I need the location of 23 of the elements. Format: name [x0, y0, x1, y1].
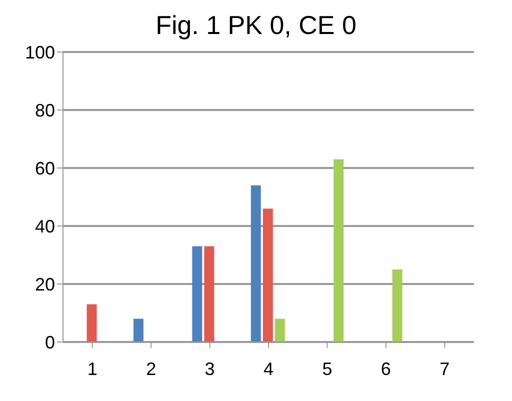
- x-tick-label: 4: [263, 358, 274, 379]
- x-tick-label: 7: [440, 358, 450, 379]
- bar: [262, 208, 273, 342]
- y-tick-label: 100: [24, 42, 55, 62]
- x-tick-label: 1: [87, 358, 98, 379]
- y-tick-label: 0: [44, 332, 55, 352]
- bar: [204, 246, 214, 342]
- x-tick-label: 6: [380, 358, 391, 379]
- bar: [192, 246, 202, 342]
- bar: [392, 270, 402, 342]
- chart-title: Fig. 1 PK 0, CE 0: [154, 9, 358, 42]
- x-tick-label: 3: [204, 358, 215, 379]
- bar: [334, 159, 344, 342]
- y-tick-label: 20: [34, 274, 55, 294]
- x-tick-label: 5: [322, 358, 332, 379]
- bar: [274, 318, 285, 342]
- y-tick-label: 60: [34, 158, 55, 178]
- x-tick-label: 2: [146, 358, 156, 379]
- y-tick-label: 40: [34, 216, 55, 236]
- bar: [250, 185, 261, 342]
- y-tick-label: 80: [34, 100, 55, 120]
- bar: [133, 318, 144, 342]
- bar: [86, 304, 97, 342]
